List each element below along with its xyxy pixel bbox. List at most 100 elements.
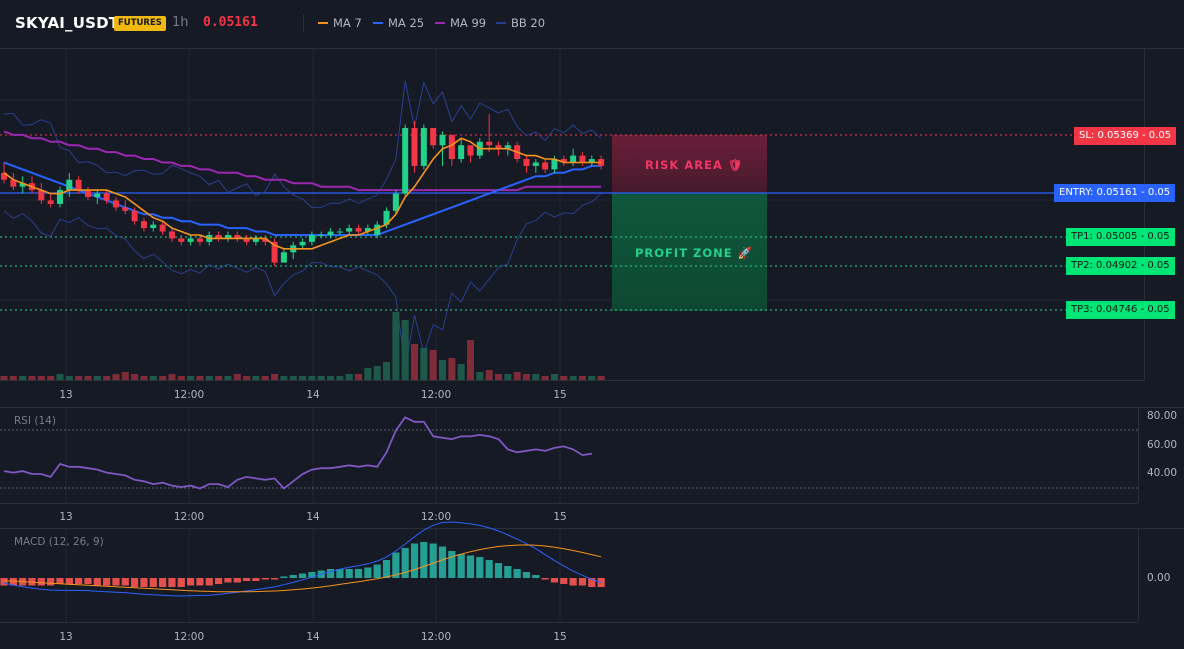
volume-bar (504, 374, 512, 380)
tp3-tag-label: TP3: 0.04746 (1071, 304, 1138, 315)
rsi-tick-40: 40.00 (1147, 467, 1178, 479)
timeframe-label[interactable]: 1h (172, 15, 189, 30)
macd-bar (438, 546, 447, 578)
chart-header: SKYAI_USDT FUTURES 1h 0.05161 MA 7 MA 25… (0, 0, 1184, 48)
ma99-polyline (3, 130, 602, 192)
ma7-polyline (3, 137, 602, 250)
time-axis-label: 15 (553, 389, 566, 401)
legend-bb20[interactable]: BB 20 (496, 16, 545, 30)
volume-bar (37, 376, 45, 380)
volume-bar (494, 374, 502, 380)
legend-ma99[interactable]: MA 99 (435, 16, 486, 30)
entry-tag-label: ENTRY: 0.05161 (1059, 187, 1138, 198)
candle-body (140, 221, 147, 229)
macd-bar (345, 569, 353, 578)
time-axis: 13 12:00 14 12:00 15 13 12:00 14 12:00 15 13 12:00 1… (59, 389, 566, 643)
volume-bar (392, 312, 400, 380)
macd-bar (336, 569, 344, 578)
macd-bar (168, 578, 176, 587)
tp2-tag-label: TP2: 0.04902 (1071, 260, 1138, 271)
bollinger-bands (3, 80, 602, 369)
volume-bar (401, 320, 409, 380)
macd-bar (504, 566, 512, 578)
candle-body (56, 190, 63, 204)
macd-bar (448, 551, 456, 578)
volume-bar (299, 376, 307, 380)
volume-bar (588, 376, 596, 380)
ma99-swatch-icon (435, 22, 445, 24)
candle-body (346, 228, 353, 232)
futures-badge: FUTURES (114, 16, 166, 31)
volume-bar (177, 376, 185, 380)
legend-bb20-label: BB 20 (511, 16, 546, 30)
legend-ma25[interactable]: MA 25 (373, 16, 424, 30)
volume-bar (355, 374, 363, 380)
tp3-tag[interactable]: TP3: 0.04746 - 0.05 (1066, 301, 1175, 319)
macd-bar (280, 576, 288, 578)
macd-bar (140, 578, 148, 587)
entry-tag[interactable]: ENTRY: 0.05161 - 0.05 (1054, 184, 1176, 202)
sl-tag[interactable]: SL: 0.05369 - 0.05 (1074, 127, 1177, 145)
sl-tag-suffix: - 0.05 (1142, 130, 1172, 141)
tp1-tag[interactable]: TP1: 0.05005 - 0.05 (1066, 228, 1175, 246)
candle-body (439, 134, 446, 146)
macd-histogram (0, 521, 605, 597)
tp1-tag-label: TP1: 0.05005 (1071, 231, 1138, 242)
candle-body (187, 238, 194, 242)
candle-body (420, 127, 427, 166)
candle-body (10, 179, 17, 187)
volume-bar (439, 360, 447, 380)
macd-bar (588, 578, 596, 587)
legend-ma7-label: MA 7 (333, 16, 362, 30)
candle-body (486, 141, 493, 146)
macd-bar (466, 555, 475, 578)
volume-bar (578, 376, 586, 380)
macd-bar (364, 567, 372, 578)
ma99-line (3, 130, 602, 192)
candle-body (122, 207, 129, 211)
volume-bar (224, 376, 232, 380)
candle-body (570, 155, 577, 163)
volume-bar (261, 376, 269, 380)
legend-ma99-label: MA 99 (450, 16, 487, 30)
candle-body (150, 224, 157, 229)
header-divider (303, 14, 304, 32)
macd-bar (224, 578, 232, 583)
entry-tag-suffix: - 0.05 (1141, 187, 1171, 198)
candle-body (299, 241, 306, 246)
candle-body (75, 179, 82, 191)
candle-body (38, 190, 45, 201)
legend-ma7[interactable]: MA 7 (318, 16, 362, 30)
volume-bar (541, 376, 549, 380)
macd-bar (560, 578, 568, 584)
symbol-title[interactable]: SKYAI_USDT (15, 14, 120, 32)
macd-bar (382, 560, 391, 578)
candle-body (168, 231, 175, 239)
volume-bar (429, 350, 437, 380)
time-axis-label: 12:00 (421, 511, 451, 523)
ma25-line (3, 161, 602, 236)
macd-bar (429, 543, 437, 578)
tp2-tag[interactable]: TP2: 0.04902 - 0.05 (1066, 257, 1175, 275)
volume-bar (532, 374, 540, 380)
candle-body (103, 193, 110, 201)
volume-bar (168, 374, 176, 380)
volume-bar (75, 376, 83, 380)
macd-bar (270, 578, 279, 580)
macd-bar (550, 578, 559, 583)
macd-bar (103, 578, 111, 586)
volume-bar (327, 376, 335, 380)
macd-bar (37, 578, 45, 586)
profit-zone-label: PROFIT ZONE 🚀 (635, 246, 753, 260)
volume-bar (289, 376, 297, 380)
ma25-polyline (3, 161, 602, 236)
macd-bar (205, 578, 213, 586)
candle-body (598, 159, 605, 166)
time-axis-label: 13 (59, 511, 72, 523)
bb20-swatch-icon (496, 22, 506, 24)
macd-bar (420, 542, 428, 578)
time-axis-label: 12:00 (421, 389, 451, 401)
bb-upper-line (3, 80, 602, 208)
macd-bar (47, 578, 55, 586)
